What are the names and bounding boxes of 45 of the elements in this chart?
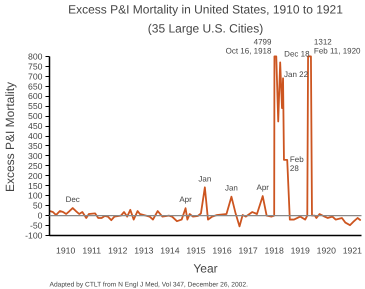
x-tick-label: 1920 xyxy=(316,246,336,256)
y-tick-label: 150 xyxy=(28,180,43,191)
chart-subtitle: (35 Large U.S. Cities) xyxy=(148,22,264,36)
y-tick-label: 300 xyxy=(28,150,43,161)
y-tick-label: 700 xyxy=(28,71,43,82)
x-tick-label: 1921 xyxy=(342,246,362,256)
x-tick-label: 1917 xyxy=(238,246,258,256)
y-tick-label: 100 xyxy=(28,190,43,201)
y-tick-label: -100 xyxy=(25,230,43,240)
x-tick-label: 1916 xyxy=(212,246,232,256)
chart-title: Excess P&I Mortality in United States, 1910 to 1921 xyxy=(68,2,344,16)
y-tick-label: 350 xyxy=(28,140,43,151)
y-tick-label: 800 xyxy=(28,51,43,62)
annotation: Jan xyxy=(198,174,212,184)
annotation: Dec 18 xyxy=(284,49,310,58)
x-tick-label: 1915 xyxy=(186,246,206,256)
y-tick-label: 450 xyxy=(28,121,43,132)
y-tick-label: 400 xyxy=(28,131,43,142)
y-tick-label: 0 xyxy=(38,210,43,221)
annotation: 4799 Oct 16, 1918 xyxy=(226,37,272,56)
y-tick-label: 50 xyxy=(32,200,43,211)
y-tick-label: 750 xyxy=(28,61,43,72)
y-tick-label: 550 xyxy=(28,101,43,112)
x-tick-label: 1910 xyxy=(56,246,76,256)
annotation: 1312 Feb 11, 1920 xyxy=(314,37,362,56)
y-tick-label: 600 xyxy=(28,91,43,102)
x-tick-label: 1911 xyxy=(82,246,102,256)
x-tick-label: 1913 xyxy=(134,246,154,256)
y-tick-label: 650 xyxy=(28,81,43,92)
annotation: Dec xyxy=(66,195,80,204)
y-tick-label: 500 xyxy=(28,111,43,122)
line-series xyxy=(50,56,362,228)
annotation: Apr xyxy=(179,195,192,204)
y-tick-label: 250 xyxy=(28,160,43,171)
x-axis-title: Year xyxy=(193,262,218,276)
y-tick-label: -50 xyxy=(30,220,43,231)
x-tick-label: 1918 xyxy=(264,246,284,256)
y-axis-title: Excess P&I Mortality xyxy=(3,82,18,192)
annotation: Jan xyxy=(224,184,238,193)
x-tick-label: 1912 xyxy=(108,246,128,256)
annotation: Apr xyxy=(256,183,270,192)
annotation: Feb 28 xyxy=(290,154,304,173)
x-tick-label: 1914 xyxy=(160,246,180,256)
y-tick-label: 200 xyxy=(28,170,43,181)
x-tick-label: 1919 xyxy=(290,246,310,256)
